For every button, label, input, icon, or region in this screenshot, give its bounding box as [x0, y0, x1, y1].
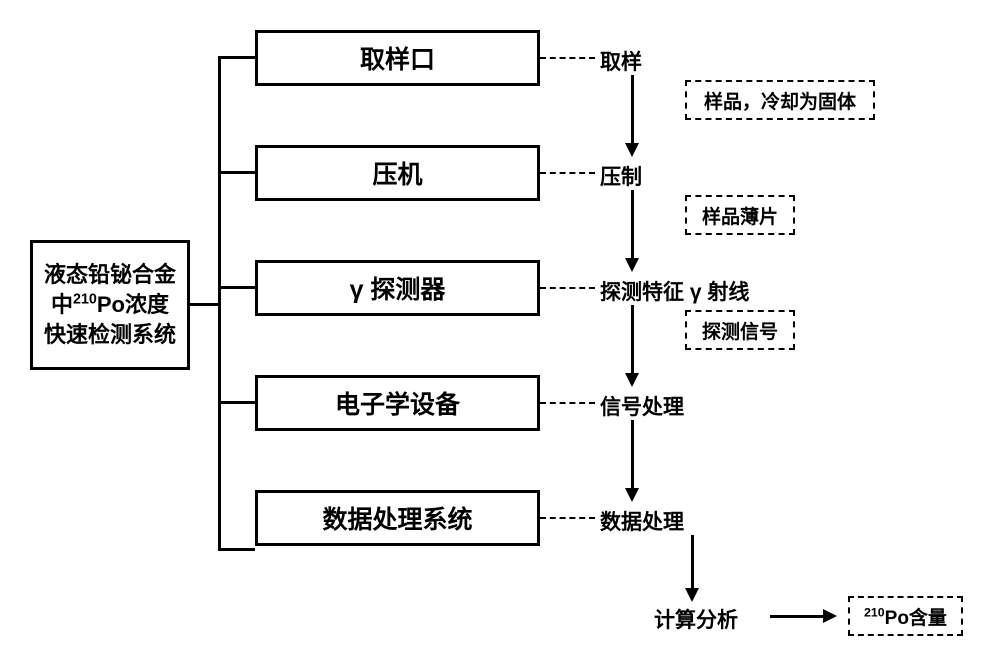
step-label-3: 探测特征 γ 射线: [600, 276, 749, 306]
module-box-2: 压机: [255, 145, 540, 201]
calc-label: 计算分析: [654, 604, 738, 634]
branch-2: [218, 171, 255, 174]
step-label-4: 信号处理: [600, 391, 684, 421]
calc-arrow-shaft: [770, 615, 825, 618]
module-label-3: γ 探测器: [350, 270, 446, 306]
note-box-4: 210Po含量: [848, 596, 963, 636]
dash-3: [540, 287, 595, 289]
note-text-3: 探测信号: [702, 317, 778, 344]
step-label-1: 取样: [600, 46, 642, 76]
dash-2: [540, 172, 595, 174]
module-box-1: 取样口: [255, 30, 540, 86]
note-text-2: 样品薄片: [702, 202, 778, 229]
module-box-4: 电子学设备: [255, 375, 540, 431]
calc-arrow-head: [823, 609, 837, 623]
arrow5-head: [685, 588, 699, 602]
root-system-box: 液态铅铋合金 中210Po浓度 快速检测系统: [30, 240, 190, 370]
arrow3-head: [625, 373, 639, 387]
module-label-2: 压机: [372, 155, 422, 191]
note-box-2: 样品薄片: [685, 195, 795, 235]
note-box-1: 样品，冷却为固体: [685, 80, 875, 120]
note-text-4: 210Po含量: [864, 603, 947, 630]
arrow5-shaft: [691, 535, 694, 590]
arrow1-head: [625, 143, 639, 157]
branch-5: [218, 548, 255, 551]
branch-1: [218, 56, 255, 59]
arrow3-shaft: [631, 305, 634, 375]
trunk-root-h: [190, 303, 220, 306]
module-box-5: 数据处理系统: [255, 490, 540, 546]
root-system-text: 液态铅铋合金 中210Po浓度 快速检测系统: [44, 260, 176, 349]
module-label-5: 数据处理系统: [322, 500, 472, 536]
arrow4-head: [625, 488, 639, 502]
step-label-5: 数据处理: [600, 506, 684, 536]
module-box-3: γ 探测器: [255, 260, 540, 316]
trunk-vertical-bus: [218, 56, 221, 550]
dash-5: [540, 517, 595, 519]
dash-1: [540, 57, 595, 59]
note-box-3: 探测信号: [685, 310, 795, 350]
arrow2-shaft: [631, 190, 634, 260]
arrow4-shaft: [631, 420, 634, 490]
step-label-2: 压制: [600, 161, 642, 191]
branch-3: [218, 286, 255, 289]
module-label-4: 电子学设备: [335, 385, 460, 421]
arrow1-shaft: [631, 75, 634, 145]
dash-4: [540, 402, 595, 404]
arrow2-head: [625, 258, 639, 272]
module-label-1: 取样口: [360, 40, 435, 76]
branch-4: [218, 401, 255, 404]
note-text-1: 样品，冷却为固体: [704, 87, 856, 114]
